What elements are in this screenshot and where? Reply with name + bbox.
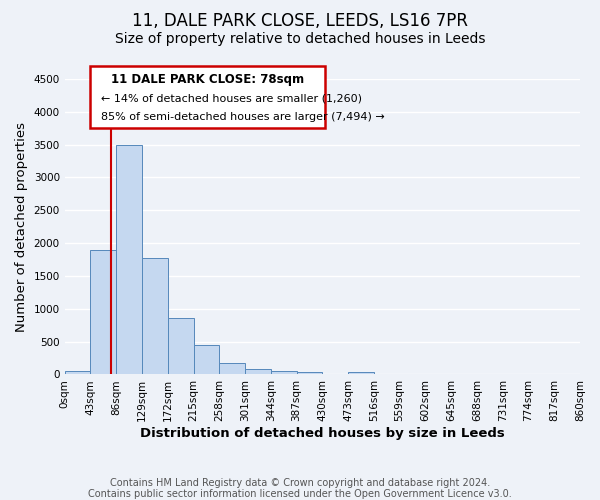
Bar xyxy=(219,363,245,374)
Text: 85% of semi-detached houses are larger (7,494) →: 85% of semi-detached houses are larger (… xyxy=(101,112,385,122)
Text: Contains HM Land Registry data © Crown copyright and database right 2024.: Contains HM Land Registry data © Crown c… xyxy=(110,478,490,488)
Bar xyxy=(168,318,193,374)
Text: 11 DALE PARK CLOSE: 78sqm: 11 DALE PARK CLOSE: 78sqm xyxy=(112,73,304,86)
FancyBboxPatch shape xyxy=(91,66,325,128)
Y-axis label: Number of detached properties: Number of detached properties xyxy=(15,122,28,332)
Bar xyxy=(65,371,91,374)
Bar xyxy=(348,372,374,374)
Bar xyxy=(116,144,142,374)
Text: 11, DALE PARK CLOSE, LEEDS, LS16 7PR: 11, DALE PARK CLOSE, LEEDS, LS16 7PR xyxy=(132,12,468,30)
Bar xyxy=(296,372,322,374)
Bar xyxy=(245,368,271,374)
Bar xyxy=(193,345,219,374)
Text: Size of property relative to detached houses in Leeds: Size of property relative to detached ho… xyxy=(115,32,485,46)
Bar xyxy=(271,371,296,374)
Text: ← 14% of detached houses are smaller (1,260): ← 14% of detached houses are smaller (1,… xyxy=(101,94,362,104)
Bar xyxy=(91,250,116,374)
Text: Contains public sector information licensed under the Open Government Licence v3: Contains public sector information licen… xyxy=(88,489,512,499)
Bar xyxy=(142,258,168,374)
X-axis label: Distribution of detached houses by size in Leeds: Distribution of detached houses by size … xyxy=(140,427,505,440)
